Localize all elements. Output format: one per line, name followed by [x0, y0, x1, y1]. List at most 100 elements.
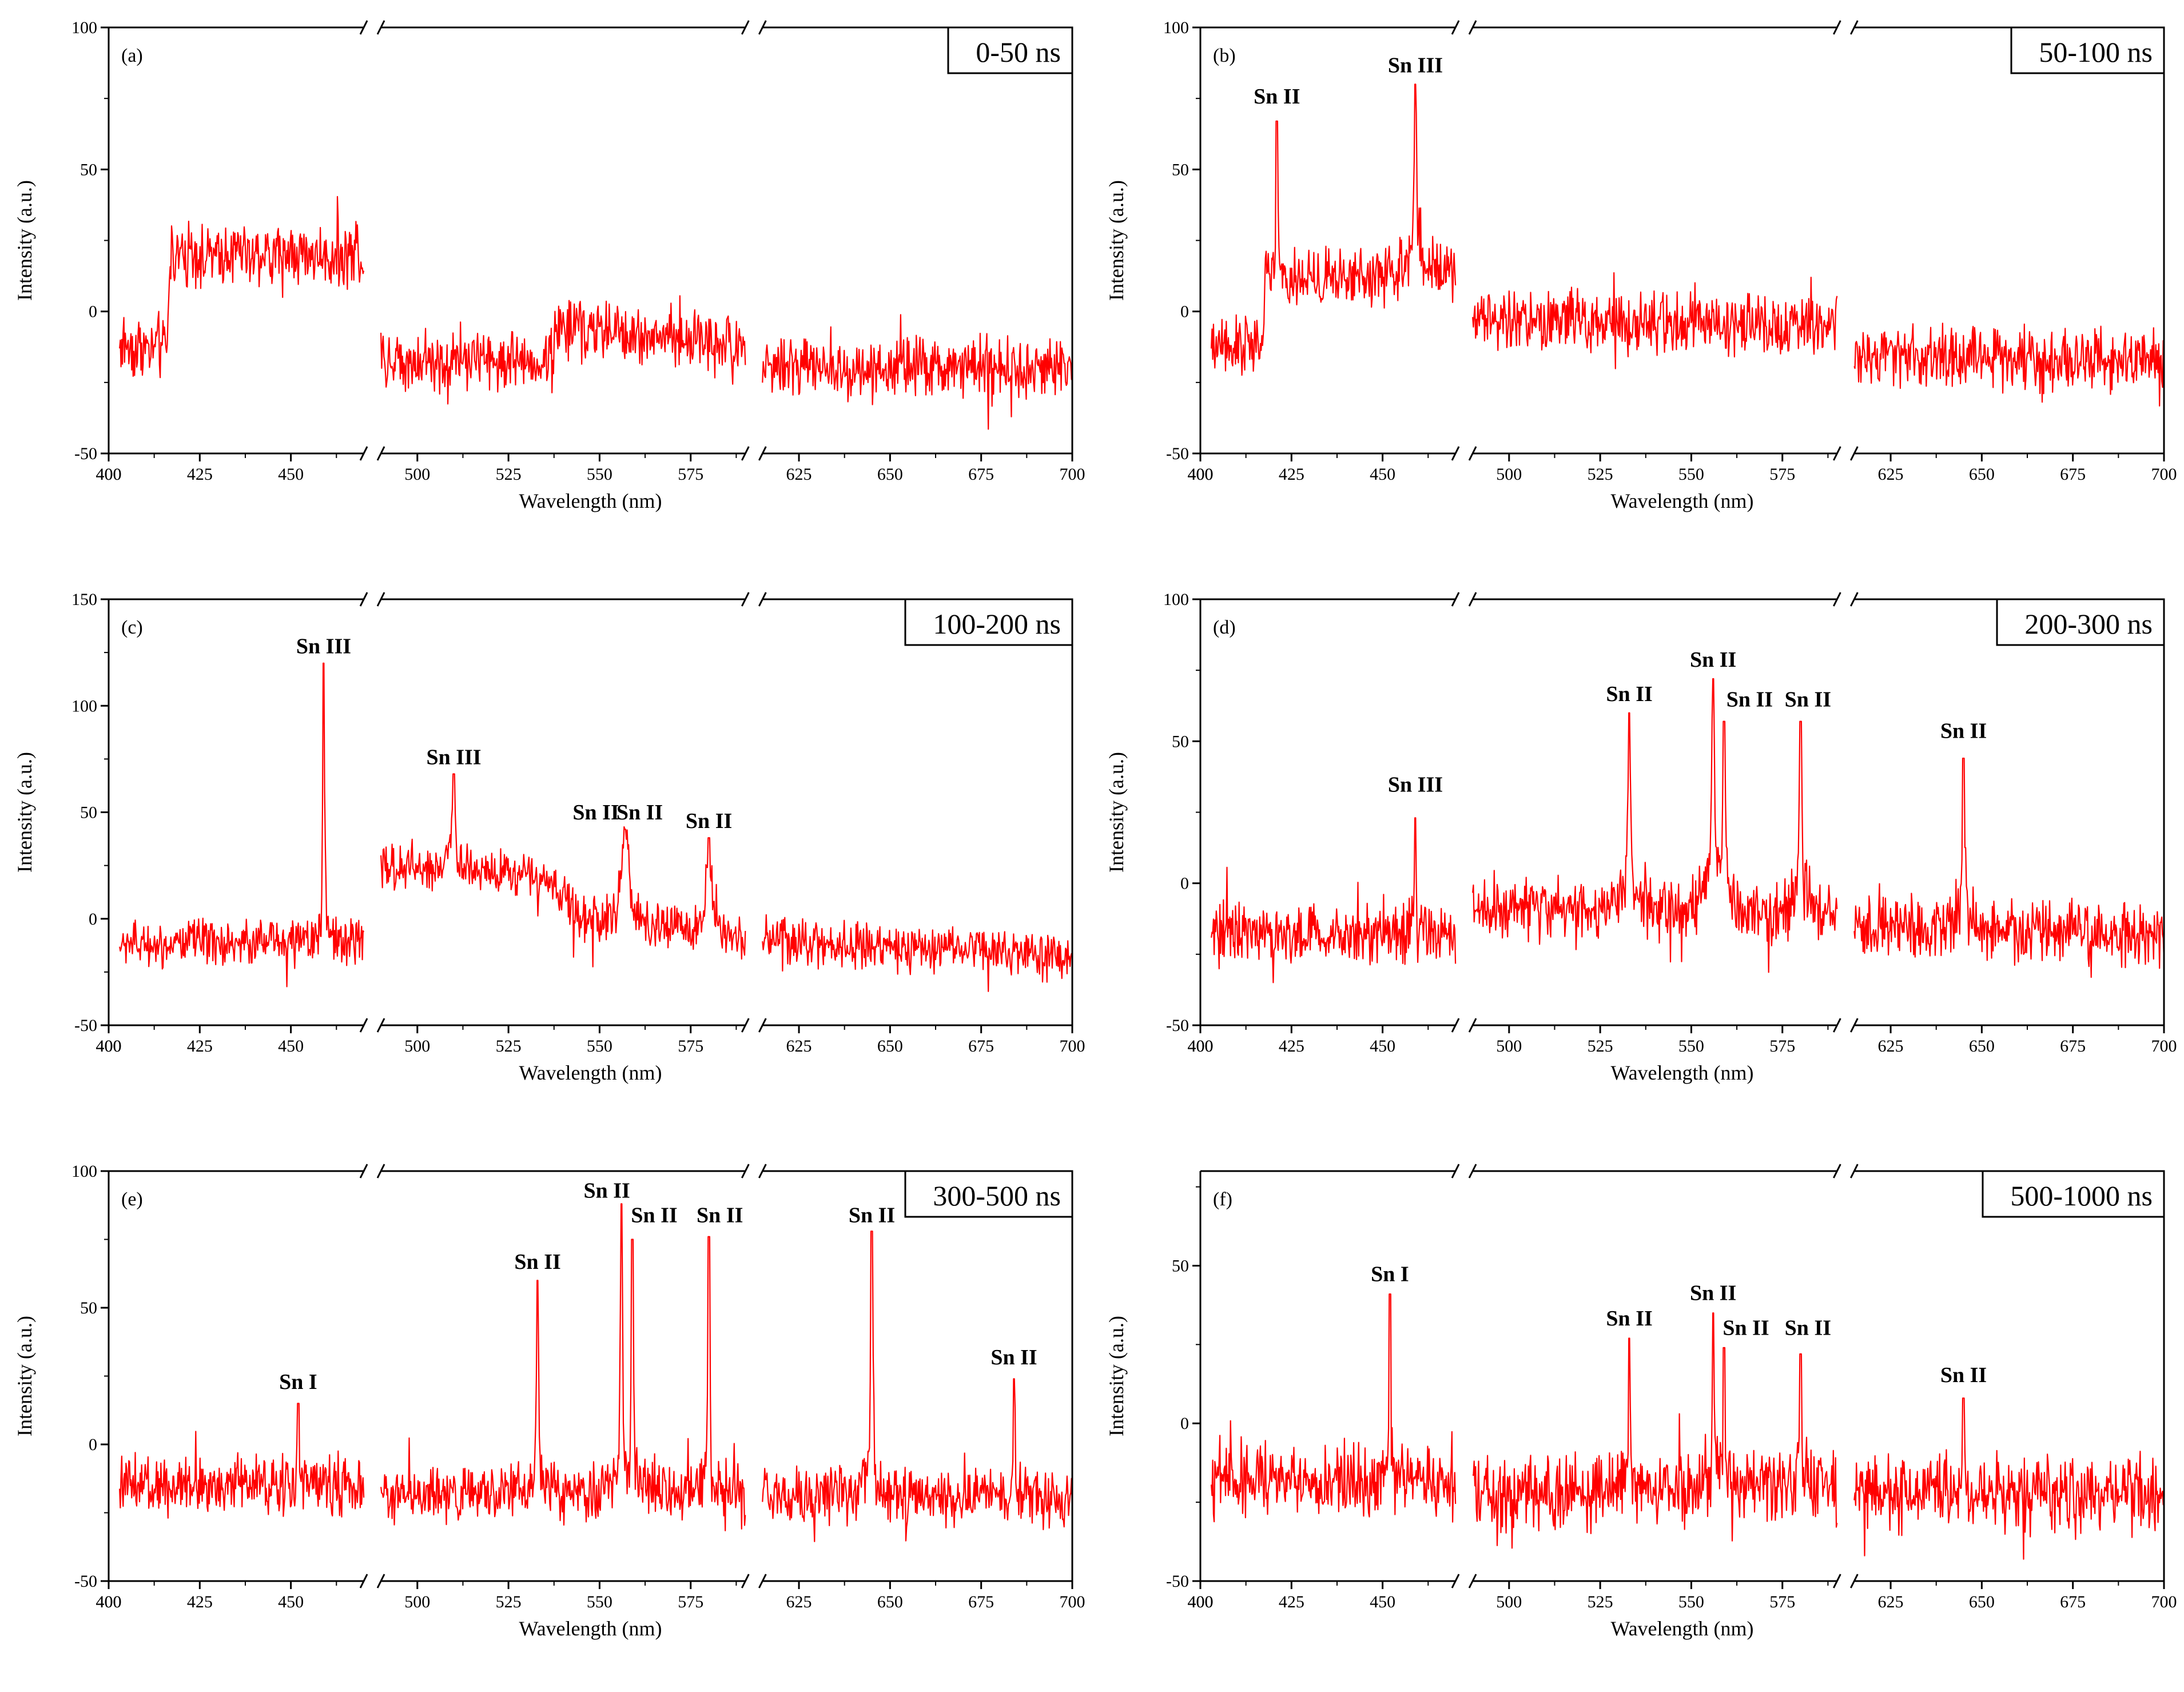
x-tick-label: 450 — [278, 1593, 304, 1611]
spectrum-chart-b: -50 0 50 100 400 425 450 500 525 550 575 625 650 675 7… — [1105, 18, 2177, 512]
spectrum-series-1 — [1211, 1293, 1457, 1523]
x-tick-label: 650 — [877, 1593, 903, 1611]
axis-break-mark — [359, 1164, 368, 1179]
x-tick-label: 675 — [2060, 1593, 2086, 1611]
x-tick-label: 525 — [496, 1037, 522, 1056]
spectrum-series-1 — [119, 196, 365, 379]
x-tick-label: 650 — [877, 1037, 903, 1056]
axis-break-mark — [1451, 20, 1460, 35]
x-tick-label: 550 — [1678, 1037, 1704, 1056]
x-tick-label: 400 — [1188, 465, 1214, 484]
x-tick-label: 550 — [1678, 465, 1704, 484]
x-tick-label: 400 — [96, 465, 122, 484]
y-tick-label: 0 — [1180, 1414, 1189, 1433]
axes: -50 0 50 100 400 425 450 500 525 550 575 625 650 675 7… — [71, 1162, 1085, 1611]
panel-d: -50 0 50 100 400 425 450 500 525 550 575 625 650 675 7… — [1092, 572, 2184, 1144]
y-tick-label: 50 — [1172, 1256, 1189, 1275]
axis-break-mark — [1849, 1018, 1859, 1033]
axis-break-mark — [741, 592, 750, 607]
x-tick-label: 400 — [1188, 465, 1214, 484]
spectrum-series-3 — [762, 914, 1072, 992]
trace-group — [119, 196, 1072, 430]
y-tick-label: 50 — [80, 160, 97, 179]
axis-break-mark — [1832, 1164, 1841, 1179]
x-tick-label: 550 — [587, 1593, 612, 1611]
axis-break-mark — [758, 1018, 767, 1033]
x-tick-label: 700 — [2151, 1037, 2177, 1056]
y-tick-label: 0 — [89, 1435, 97, 1454]
peak-annotation: Sn II — [1940, 719, 1987, 743]
axis-break-mark — [359, 446, 368, 461]
x-tick-label: 575 — [678, 465, 703, 484]
axis-break-mark — [1468, 20, 1477, 35]
x-tick-label: 400 — [96, 465, 122, 484]
x-tick-label: 400 — [96, 1037, 122, 1056]
axis-break-mark — [1451, 446, 1460, 461]
y-tick-label: 0 — [89, 910, 97, 929]
trace-group — [119, 662, 1072, 992]
time-window-box — [1982, 1170, 2165, 1218]
axis-break-mark — [758, 20, 767, 35]
peak-annotation: Sn II — [572, 801, 619, 825]
time-window-label: 500-1000 ns — [2010, 1180, 2153, 1212]
y-axis-label: Intensity (a.u.) — [13, 752, 36, 873]
time-window-box — [904, 1170, 1073, 1218]
x-tick-label: 525 — [1588, 1593, 1613, 1611]
axis-break-mark — [1451, 1574, 1460, 1589]
axis-break-mark — [1849, 446, 1859, 461]
y-tick-label: -50 — [1166, 1572, 1189, 1591]
axis-break-mark — [359, 1574, 368, 1589]
axis-break-mark — [1451, 592, 1460, 607]
axis-break-mark — [1451, 1164, 1460, 1179]
y-tick-label: 100 — [71, 1162, 97, 1181]
spectrum-chart-a: -50 0 50 100 400 425 450 500 525 550 575 625 650 675 7… — [13, 18, 1085, 512]
axes: -50 0 50 100 400 425 450 500 525 550 575 625 650 675 7… — [1163, 18, 2177, 484]
x-tick-label: 450 — [278, 465, 304, 484]
peak-annotation: Sn II — [1690, 1281, 1736, 1305]
axis-break-mark — [758, 1574, 767, 1589]
spectrum-series-3 — [1853, 758, 2164, 978]
x-tick-label: 525 — [496, 1593, 522, 1611]
x-tick-label: 700 — [2151, 1593, 2177, 1611]
x-tick-label: 700 — [1060, 465, 1085, 484]
trace-group — [1211, 678, 2164, 984]
spectrum-series-1 — [1211, 817, 1457, 984]
peak-annotation: Sn I — [1371, 1263, 1409, 1287]
axis-break-mark — [1832, 446, 1841, 461]
y-tick-label: 0 — [1180, 302, 1189, 321]
time-window-box — [2010, 26, 2165, 74]
x-tick-label: 400 — [1188, 1037, 1214, 1056]
axis-break-mark — [359, 592, 368, 607]
x-tick-label: 400 — [96, 1037, 122, 1056]
axis-break-mark — [1832, 592, 1841, 607]
y-tick-label: -50 — [74, 444, 97, 463]
x-tick-label: 400 — [1188, 1593, 1214, 1611]
x-tick-label: 500 — [1496, 1037, 1522, 1056]
spectrum-series-1 — [119, 1403, 365, 1519]
spectrum-series-2 — [1472, 678, 1838, 973]
time-window-label: 300-500 ns — [933, 1180, 1061, 1212]
axis-break-mark — [1849, 592, 1859, 607]
x-tick-label: 575 — [1769, 1037, 1795, 1056]
axes: -50 0 50 100 150 400 425 450 500 525 550 575 625 650 6… — [71, 590, 1085, 1056]
panel-a: -50 0 50 100 400 425 450 500 525 550 575 625 650 675 7… — [0, 0, 1092, 572]
x-tick-label: 675 — [968, 1037, 994, 1056]
axis-break-mark — [1468, 1574, 1477, 1589]
trace-group — [119, 1203, 1072, 1542]
x-tick-label: 700 — [2151, 465, 2177, 484]
x-tick-label: 450 — [1370, 1037, 1395, 1056]
axis-break-mark — [376, 592, 385, 607]
axis-break-mark — [359, 20, 368, 35]
x-tick-label: 425 — [1279, 465, 1304, 484]
x-tick-label: 450 — [1370, 465, 1395, 484]
x-tick-label: 650 — [1969, 1593, 1995, 1611]
y-axis-label: Intensity (a.u.) — [1105, 1316, 1128, 1436]
peak-annotation: Sn III — [1388, 53, 1443, 77]
y-tick-label: -50 — [74, 1572, 97, 1591]
x-tick-label: 500 — [404, 1037, 430, 1056]
peak-annotation: Sn II — [849, 1204, 895, 1228]
axis-break-mark — [359, 1018, 368, 1033]
peak-annotation: Sn II — [990, 1345, 1037, 1369]
axis-break-mark — [758, 1164, 767, 1179]
x-tick-label: 500 — [404, 1593, 430, 1611]
